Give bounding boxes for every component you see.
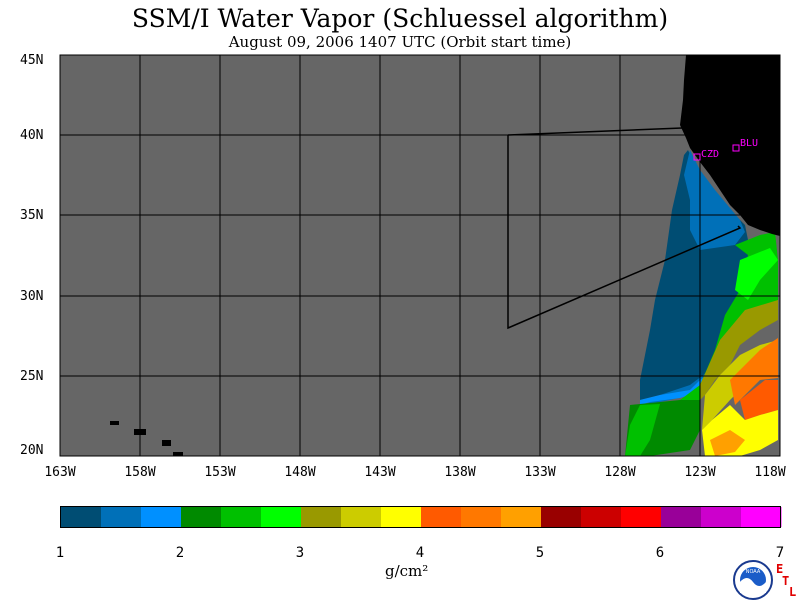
lon-label-133w: 133W: [524, 465, 556, 480]
colorbar-swatch: [341, 507, 382, 527]
noaa-logo: NOAA: [733, 560, 773, 600]
lon-label-138w: 138W: [444, 465, 476, 480]
colorbar-swatch: [221, 507, 262, 527]
flight-track: [507, 135, 742, 330]
map-subtitle: August 09, 2006 1407 UTC (Orbit start ti…: [228, 33, 572, 51]
colorbar-swatch: [381, 507, 422, 527]
colorbar-tick-2: 2: [175, 545, 185, 561]
colorbar-swatch: [101, 507, 142, 527]
station-czd-marker: [693, 153, 701, 161]
colorbar-tick-7: 7: [775, 545, 785, 561]
etl-letter-l: L: [789, 585, 797, 599]
colorbar-tick-5: 5: [535, 545, 545, 561]
station-czd-label: CZD: [701, 149, 719, 160]
lon-label-143w: 143W: [364, 465, 396, 480]
colorbar-swatch: [501, 507, 542, 527]
lon-label-153w: 153W: [204, 465, 236, 480]
station-blu-label: BLU: [740, 138, 758, 149]
swath-data: [625, 150, 778, 456]
map-title: SSM/I Water Vapor (Schluessel algorithm): [131, 4, 669, 33]
colorbar-swatch: [181, 507, 222, 527]
lat-label-20n: 20N: [20, 443, 44, 458]
etl-letter-e: E: [776, 562, 784, 576]
lon-label-163w: 163W: [44, 465, 76, 480]
colorbar-frame: [60, 506, 781, 528]
lat-label-30n: 30N: [20, 289, 44, 304]
etl-letter-t: T: [782, 574, 790, 588]
colorbar-units: g/cm²: [385, 562, 429, 580]
colorbar-swatch: [581, 507, 622, 527]
map-frame: [59, 54, 781, 457]
lat-label-25n: 25N: [20, 369, 44, 384]
north-america-land: [680, 55, 780, 236]
colorbar-swatch: [301, 507, 342, 527]
colorbar-tick-6: 6: [655, 545, 665, 561]
colorbar-swatch: [741, 507, 782, 527]
colorbar-swatch: [621, 507, 662, 527]
svg-text:NOAA: NOAA: [746, 569, 761, 575]
colorbar-swatch: [541, 507, 582, 527]
colorbar-swatch: [421, 507, 462, 527]
lon-label-148w: 148W: [284, 465, 316, 480]
lat-label-45n: 45N: [20, 53, 44, 68]
colorbar-swatch: [701, 507, 742, 527]
lon-label-123w: 123W: [684, 465, 716, 480]
lon-label-128w: 128W: [604, 465, 636, 480]
colorbar-swatch: [261, 507, 302, 527]
lat-label-40n: 40N: [20, 128, 44, 143]
colorbar-swatch: [661, 507, 702, 527]
lon-label-158w: 158W: [124, 465, 156, 480]
colorbar: [60, 506, 782, 528]
colorbar-swatch: [141, 507, 182, 527]
colorbar-tick-3: 3: [295, 545, 305, 561]
colorbar-tick-1: 1: [55, 545, 65, 561]
station-blu-marker: [732, 144, 740, 152]
colorbar-swatch: [461, 507, 502, 527]
colorbar-swatch: [61, 507, 102, 527]
lon-label-118w: 118W: [754, 465, 786, 480]
lat-label-35n: 35N: [20, 208, 44, 223]
colorbar-tick-4: 4: [415, 545, 425, 561]
lat-lon-grid: [60, 55, 780, 456]
